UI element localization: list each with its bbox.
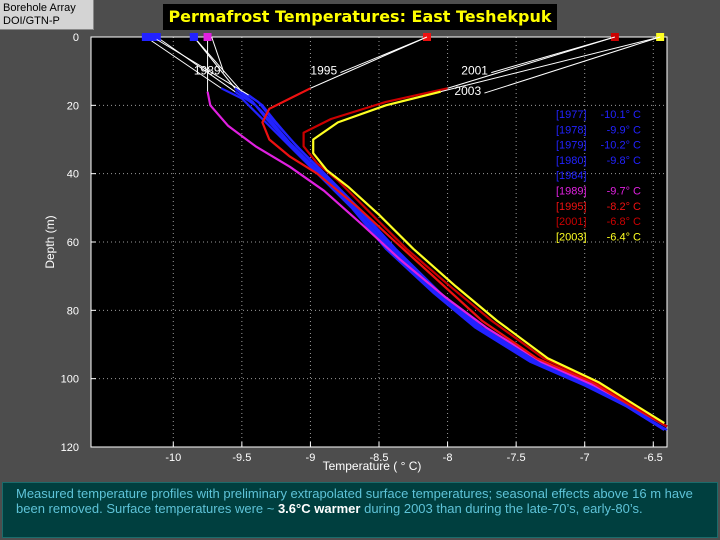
y-tick-label: 20 [67,100,79,112]
surface-connector [145,36,222,89]
legend-entry-value: -9.9° C [607,124,641,136]
surface-connector [440,36,661,93]
legend-entry-value: -9.8° C [607,155,641,167]
legend-entry-name: [2001] [556,216,587,228]
series-layer [141,33,668,431]
legend-entry-name: [1984] [556,170,587,182]
legend-entry-name: [2003] [556,231,587,243]
legend-entry-value: -10.1° C [601,109,642,121]
annotation-layer: 1989 1995 2001 2003 [194,36,661,98]
legend-entry-value: -8.2° C [607,201,641,213]
legend-entry-value: -9.7° C [607,186,641,198]
y-tick-label: 0 [73,32,79,44]
caption-emphasis: 3.6°C warmer [277,501,361,516]
x-tick-label: -10 [165,452,181,464]
surface-connector [193,36,243,92]
caption-text-after: during 2003 than during the late-70’s, e… [360,501,643,516]
x-axis-label: Temperature ( ° C) [323,459,422,473]
y-tick-label: 40 [67,169,79,181]
plot-frame [90,36,668,448]
annotation-label: 2003 [454,84,481,98]
series-line [248,94,668,428]
legend-entry-name: [1978] [556,124,587,136]
series-line [312,90,665,425]
x-tick-label: -6.5 [644,452,663,464]
legend-entry-name: [1977] [556,109,587,121]
x-tick-label: -8.5 [370,452,389,464]
surface-marker [152,33,161,41]
corner-line-1: Borehole Array [3,2,76,14]
y-tick-label: 60 [67,237,79,249]
legend-entry-value: -6.4° C [607,231,641,243]
annotation-label: 2001 [461,64,488,78]
surface-connector [310,36,428,89]
caption-text-before: Measured temperature profiles with preli… [16,486,693,516]
annotation-line [491,36,616,74]
legend-entry-name: [1979] [556,140,587,152]
annotation-line [340,36,428,74]
legend-entry-name: [1989] [556,186,587,198]
series-line [206,91,668,428]
corner-label: Borehole Array DOI/GTN-P [0,0,94,30]
legend-entry-value: -10.2° C [601,140,642,152]
x-tick-label: -9 [306,452,316,464]
corner-line-2: DOI/GTN-P [3,15,60,27]
x-tick-label: -8 [443,452,453,464]
surface-marker [203,33,212,41]
surface-connector [156,36,236,93]
annotation-line [211,36,225,73]
annotation-label: 1995 [310,64,337,78]
y-axis-label: Depth (m) [43,215,57,268]
annotation-line [484,36,661,94]
surface-marker [141,33,150,41]
surface-marker [148,33,157,41]
series-line [302,87,668,428]
series-line [261,87,668,428]
surface-connector [193,36,236,89]
legend: [1977] -10.1° C [1978] -9.9° C [1979] -10.2° … [556,109,641,243]
y-tick-label: 120 [61,442,79,454]
surface-marker [189,33,198,41]
annotation-label: 1989 [194,64,221,78]
y-tick-label: 80 [67,305,79,317]
legend-entry-name: [1995] [556,201,587,213]
y-tick-label: 100 [61,374,79,386]
caption: Measured temperature profiles with preli… [2,482,718,538]
series-1989 [203,33,668,428]
legend-entry-name: [1980] [556,155,587,167]
axes: -10 -9.5 -9 -8.5 -8 -7.5 -7 -6.5 0 20 40 60 80 100 120 [61,32,668,464]
x-tick-label: -9.5 [232,452,251,464]
chart-title: Permafrost Temperatures: East Teshekpuk [163,4,557,30]
x-tick-label: -7 [580,452,590,464]
legend-entry-value: -6.8° C [607,216,641,228]
x-tick-label: -7.5 [507,452,526,464]
